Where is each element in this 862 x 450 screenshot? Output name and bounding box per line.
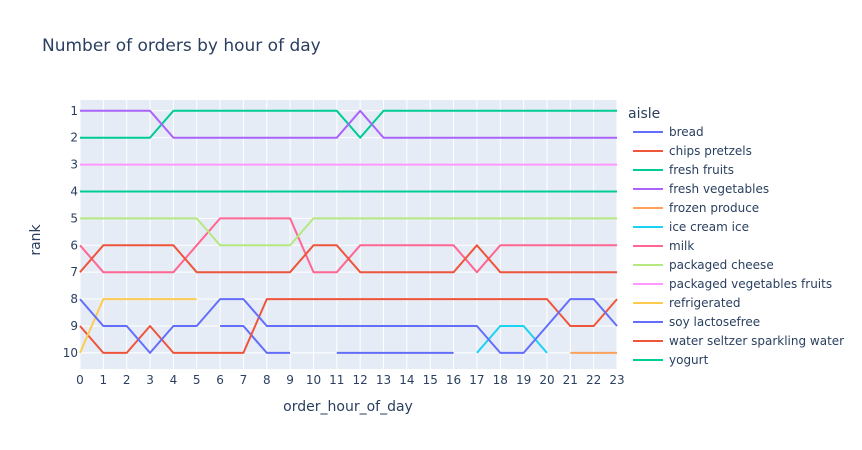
- x-tick-label: 19: [516, 373, 531, 387]
- y-tick-labels: 1 2 3 4 5 6 7 8 9 10: [63, 104, 78, 360]
- y-tick-label: 8: [70, 292, 78, 306]
- legend-item[interactable]: fresh fruits: [633, 163, 734, 177]
- x-tick-label: 3: [146, 373, 154, 387]
- legend-label: frozen produce: [669, 201, 759, 215]
- legend[interactable]: bread chips pretzels fresh fruits fresh veg…: [633, 125, 844, 367]
- legend-label: packaged vegetables fruits: [669, 277, 832, 291]
- x-tick-label: 8: [263, 373, 271, 387]
- legend-item[interactable]: packaged cheese: [633, 258, 774, 272]
- legend-label: chips pretzels: [669, 144, 752, 158]
- series-line-9: [79, 298, 197, 354]
- legend-label: ice cream ice: [669, 220, 749, 234]
- x-tick-label: 22: [586, 373, 601, 387]
- legend-label: soy lactosefree: [669, 315, 760, 329]
- legend-item[interactable]: water seltzer sparkling water: [633, 334, 844, 348]
- y-tick-label: 4: [70, 184, 78, 198]
- legend-label: water seltzer sparkling water: [669, 334, 844, 348]
- x-tick-label: 5: [193, 373, 201, 387]
- series-line-10: [79, 298, 618, 354]
- x-tick-label: 1: [100, 373, 108, 387]
- x-tick-label: 6: [216, 373, 224, 387]
- x-axis-title: order_hour_of_day: [283, 399, 413, 415]
- x-tick-label: 16: [446, 373, 461, 387]
- legend-item[interactable]: refrigerated: [633, 296, 741, 310]
- legend-item[interactable]: frozen produce: [633, 201, 759, 215]
- x-tick-label: 9: [286, 373, 294, 387]
- y-tick-label: 7: [70, 265, 78, 279]
- y-tick-label: 2: [70, 131, 78, 145]
- plot-area: [80, 100, 617, 369]
- x-tick-label: 4: [170, 373, 178, 387]
- legend-label: fresh fruits: [669, 163, 734, 177]
- series-line-0: [220, 325, 454, 354]
- x-tick-label: 11: [329, 373, 344, 387]
- series-line-11: [79, 244, 617, 274]
- x-tick-label: 14: [399, 373, 414, 387]
- series-line-1: [79, 298, 618, 354]
- x-tick-label: 12: [353, 373, 368, 387]
- x-tick-label: 13: [376, 373, 391, 387]
- x-tick-label: 0: [76, 373, 84, 387]
- x-tick-label: 21: [563, 373, 578, 387]
- legend-label: packaged cheese: [669, 258, 774, 272]
- x-tick-label: 10: [306, 373, 321, 387]
- y-tick-label: 9: [70, 319, 78, 333]
- legend-label: refrigerated: [669, 296, 741, 310]
- y-axis-title: rank: [28, 223, 44, 255]
- legend-label: yogurt: [669, 353, 709, 367]
- legend-item[interactable]: yogurt: [633, 353, 709, 367]
- legend-item[interactable]: packaged vegetables fruits: [633, 277, 832, 291]
- series-line-3: [80, 109, 617, 139]
- series-line-7: [80, 217, 617, 247]
- x-tick-label: 18: [493, 373, 508, 387]
- x-tick-label: 23: [609, 373, 624, 387]
- legend-item[interactable]: fresh vegetables: [633, 182, 769, 196]
- legend-title: aisle: [628, 106, 660, 122]
- legend-item[interactable]: soy lactosefree: [633, 315, 760, 329]
- x-tick-label: 20: [539, 373, 554, 387]
- series-layer: [79, 109, 618, 354]
- x-tick-label: 15: [423, 373, 438, 387]
- legend-item[interactable]: milk: [633, 239, 694, 253]
- y-tick-label: 1: [70, 104, 78, 118]
- y-tick-label: 5: [70, 211, 78, 225]
- y-tick-label: 6: [70, 238, 78, 252]
- legend-item[interactable]: chips pretzels: [633, 144, 752, 158]
- legend-label: milk: [669, 239, 694, 253]
- x-tick-label: 17: [469, 373, 484, 387]
- legend-label: bread: [669, 125, 704, 139]
- legend-item[interactable]: bread: [633, 125, 704, 139]
- x-tick-label: 2: [123, 373, 131, 387]
- x-tick-label: 7: [240, 373, 248, 387]
- x-tick-labels: 0 1 2 3 4 5 6 7 8 9 10 11 12 13 14 15 16 17 18 19 20 21 22 23: [76, 373, 624, 387]
- chart-title: Number of orders by hour of day: [42, 36, 321, 56]
- y-tick-label: 3: [70, 158, 78, 172]
- y-tick-label: 10: [63, 346, 78, 360]
- legend-item[interactable]: ice cream ice: [633, 220, 749, 234]
- legend-label: fresh vegetables: [669, 182, 769, 196]
